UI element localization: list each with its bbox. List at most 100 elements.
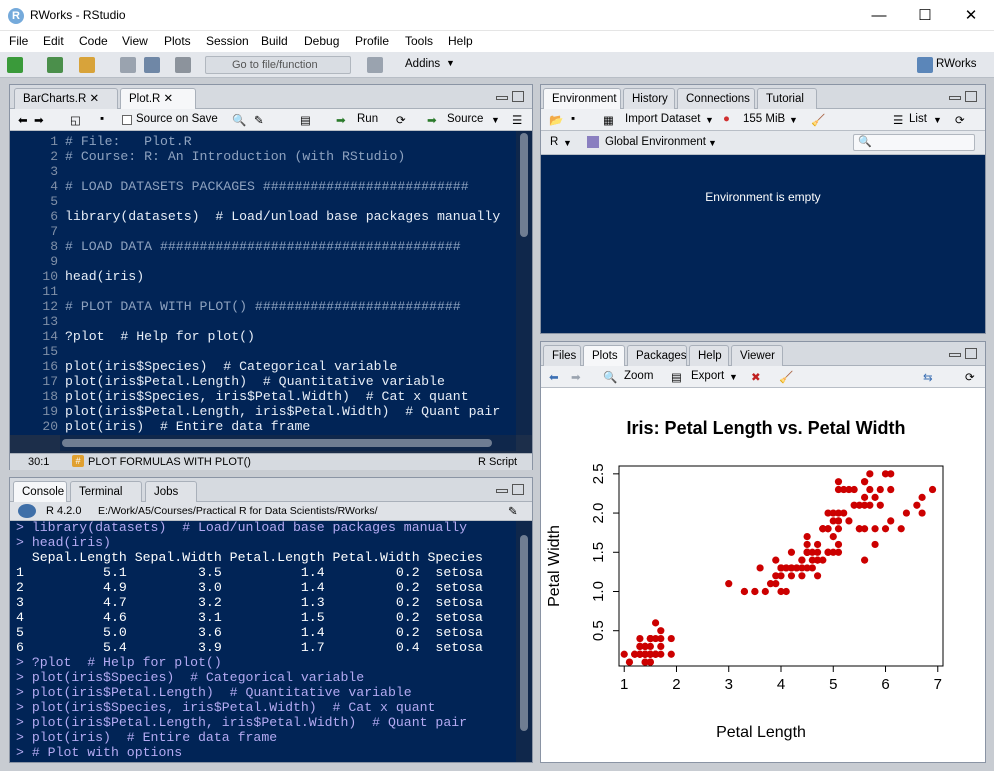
memory-usage[interactable]: 155 MiB — [743, 113, 786, 125]
remove-plot-icon[interactable]: ✖ — [751, 372, 761, 384]
menu-session[interactable]: Session — [206, 34, 249, 48]
open-file-icon[interactable] — [79, 57, 95, 73]
menu-build[interactable]: Build — [261, 34, 288, 48]
tab-connections[interactable]: Connections — [677, 88, 755, 109]
code-line[interactable]: # LOAD DATASETS PACKAGES ###############… — [65, 179, 469, 194]
tab-viewer[interactable]: Viewer — [731, 345, 783, 366]
forward-arrow-icon[interactable]: ➡ — [34, 115, 44, 127]
pane-controls[interactable] — [496, 91, 526, 103]
tab-jobs[interactable]: Jobs — [145, 481, 197, 502]
pane-controls[interactable] — [949, 91, 979, 103]
code-editor[interactable]: 1 # File: Plot.R 2 # Course: R: An Introduc… — [10, 131, 516, 435]
import-dataset-button[interactable]: Import Dataset — [625, 113, 701, 125]
code-line[interactable]: library(datasets) # Load/unload base pac… — [65, 209, 501, 224]
menu-tools[interactable]: Tools — [405, 34, 434, 48]
tab-history[interactable]: History — [623, 88, 675, 109]
close-button[interactable]: ✕ — [964, 7, 978, 24]
chevron-down-icon[interactable]: ▼ — [933, 115, 942, 125]
code-line[interactable]: plot(iris$Petal.Length, iris$Petal.Width… — [65, 404, 501, 419]
section-label[interactable]: PLOT FORMULAS WITH PLOT() — [88, 456, 251, 468]
project-menu[interactable]: RWorks — [936, 58, 977, 70]
prev-plot-icon[interactable]: ⬅ — [549, 372, 559, 384]
chevron-down-icon[interactable]: ▼ — [729, 372, 738, 382]
console-output[interactable]: > library(datasets) # Load/unload base p… — [10, 521, 516, 762]
save-icon[interactable]: ▪ — [100, 113, 105, 125]
addins-menu[interactable]: Addins — [405, 58, 441, 70]
minimize-button[interactable]: — — [871, 7, 887, 24]
save-all-icon[interactable] — [144, 57, 160, 73]
code-line[interactable]: plot(iris$Species) # Categorical variabl… — [65, 359, 398, 374]
code-line[interactable]: plot(iris$Petal.Length) # Quantitative v… — [65, 374, 445, 389]
code-line[interactable]: # File: Plot.R — [65, 134, 192, 149]
scroll-thumb[interactable] — [520, 133, 528, 237]
chevron-down-icon[interactable]: ▼ — [491, 115, 500, 125]
code-line[interactable]: ?plot # Help for plot() — [65, 329, 255, 344]
refresh-icon[interactable]: ⟳ — [955, 115, 965, 127]
source-on-save-checkbox[interactable] — [122, 115, 132, 125]
search-input[interactable]: 🔍 — [853, 134, 975, 151]
close-icon[interactable]: ✕ — [89, 93, 100, 105]
pane-controls[interactable] — [949, 348, 979, 360]
scroll-thumb[interactable] — [520, 535, 528, 731]
publish-icon[interactable]: ⇆ — [923, 372, 933, 384]
broom-icon[interactable]: 🧹 — [811, 115, 826, 127]
print-icon[interactable] — [175, 57, 191, 73]
menu-debug[interactable]: Debug — [304, 34, 340, 48]
tab-files[interactable]: Files — [543, 345, 581, 366]
file-type-label[interactable]: R Script — [478, 456, 518, 468]
next-plot-icon[interactable]: ➡ — [571, 372, 581, 384]
source-button[interactable]: Source — [447, 113, 484, 125]
menu-profile[interactable]: Profile — [355, 34, 390, 48]
menu-edit[interactable]: Edit — [43, 34, 64, 48]
show-in-window-icon[interactable]: ◱ — [70, 115, 81, 127]
menu-code[interactable]: Code — [79, 34, 108, 48]
magic-wand-icon[interactable]: ✎ — [254, 115, 264, 127]
tab-plot[interactable]: Plot.R ✕ — [120, 88, 196, 109]
grid-layout-icon[interactable] — [367, 57, 383, 73]
tab-environment[interactable]: Environment — [543, 88, 621, 109]
chevron-down-icon[interactable]: ▼ — [563, 138, 572, 148]
search-icon[interactable]: 🔍 — [232, 115, 247, 127]
menu-view[interactable]: View — [122, 34, 148, 48]
new-project-icon[interactable] — [47, 57, 63, 73]
menu-help[interactable]: Help — [448, 34, 473, 48]
refresh-icon[interactable]: ⟳ — [965, 372, 975, 384]
code-line[interactable]: # LOAD DATA ############################… — [65, 239, 461, 254]
save-icon[interactable] — [120, 57, 136, 73]
pane-controls[interactable] — [496, 484, 526, 496]
language-select[interactable]: R — [550, 136, 559, 148]
code-line[interactable]: plot(iris) # Entire data frame — [65, 419, 311, 434]
close-icon[interactable]: ✕ — [163, 93, 174, 105]
chevron-down-icon[interactable]: ▼ — [789, 115, 798, 125]
clear-console-icon[interactable]: ✎ — [508, 506, 518, 518]
zoom-icon[interactable]: 🔍 — [603, 372, 618, 384]
menu-file[interactable]: File — [9, 34, 29, 48]
broom-icon[interactable]: 🧹 — [779, 372, 794, 384]
tab-barcharts[interactable]: BarCharts.R ✕ — [14, 88, 118, 109]
tab-help[interactable]: Help — [689, 345, 729, 366]
hscroll-thumb[interactable] — [62, 439, 492, 447]
run-button[interactable]: Run — [357, 113, 379, 125]
scope-select[interactable]: Global Environment — [605, 136, 706, 148]
code-line[interactable]: head(iris) — [65, 269, 145, 284]
load-workspace-icon[interactable]: 📂 — [549, 115, 564, 127]
menu-plots[interactable]: Plots — [164, 34, 191, 48]
editor-scrollbar[interactable] — [516, 131, 532, 435]
chevron-down-icon[interactable]: ▼ — [705, 115, 714, 125]
code-line[interactable]: # Course: R: An Introduction (with RStud… — [65, 149, 406, 164]
rerun-icon[interactable]: ⟳ — [396, 115, 406, 127]
outline-icon[interactable]: ☰ — [512, 115, 523, 127]
chevron-down-icon[interactable]: ▼ — [446, 58, 455, 68]
view-mode-select[interactable]: List — [909, 113, 927, 125]
tab-packages[interactable]: Packages — [627, 345, 687, 366]
goto-file-input[interactable]: Go to file/function — [205, 56, 351, 74]
back-arrow-icon[interactable]: ⬅ — [18, 115, 28, 127]
chevron-down-icon[interactable]: ▼ — [708, 138, 717, 148]
tab-plots[interactable]: Plots — [583, 345, 625, 366]
export-button[interactable]: Export — [691, 370, 725, 382]
tab-tutorial[interactable]: Tutorial — [757, 88, 817, 109]
save-workspace-icon[interactable]: ▪ — [571, 113, 576, 125]
code-line[interactable]: plot(iris$Species, iris$Petal.Width) # C… — [65, 389, 469, 404]
code-line[interactable]: # PLOT DATA WITH PLOT() ################… — [65, 299, 461, 314]
new-file-icon[interactable] — [7, 57, 23, 73]
